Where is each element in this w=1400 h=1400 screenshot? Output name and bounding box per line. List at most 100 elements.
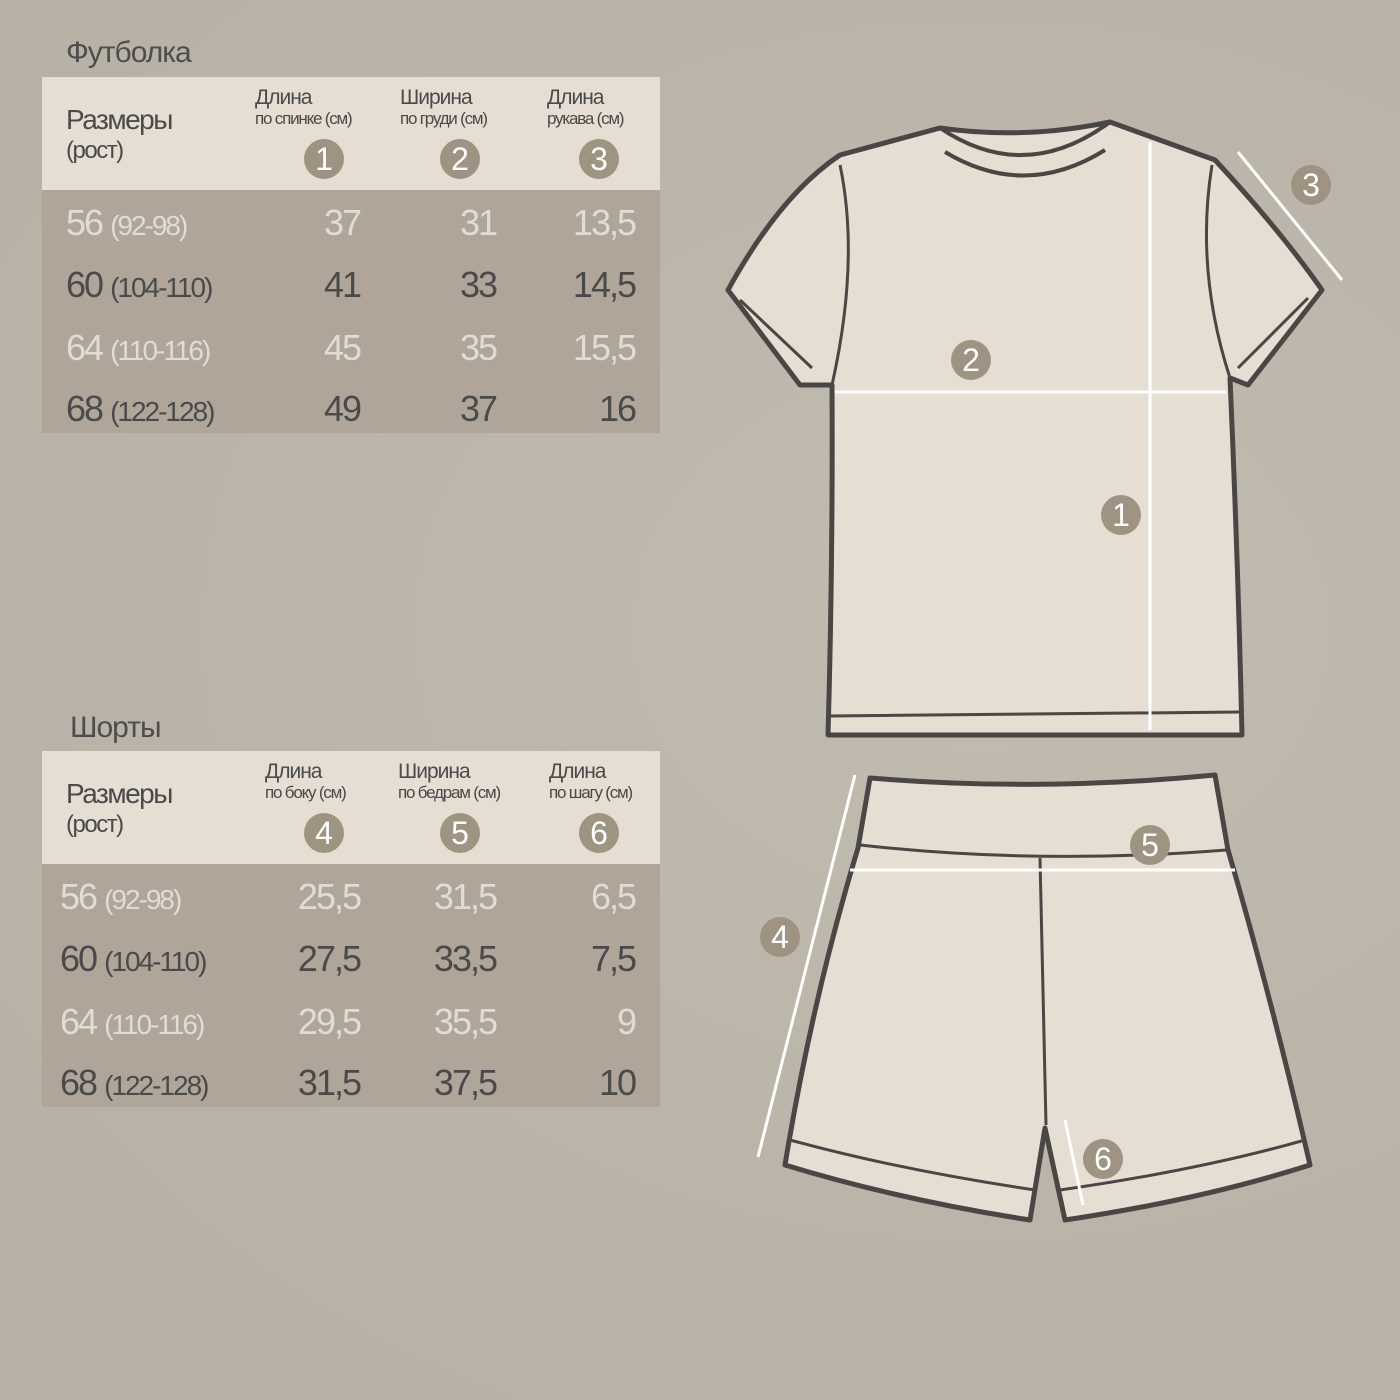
- height-range: (122-128): [104, 1070, 209, 1101]
- tshirt-drawing: [725, 119, 1325, 738]
- measure-cell: 45: [323, 327, 362, 368]
- table-row: 56 (92-98) 25,5 31,5 6,5: [42, 868, 660, 928]
- measure-cell: 41: [323, 264, 362, 305]
- sizes-label: Размеры: [66, 778, 173, 809]
- measure-cell: 35: [459, 327, 498, 368]
- size-value: 68: [60, 1062, 98, 1103]
- column-subtitle: рукава (см): [547, 109, 625, 128]
- measure-cell: 49: [323, 388, 362, 429]
- diagram-marker-6: 6: [1083, 1139, 1123, 1179]
- diagram-marker-2: 2: [951, 340, 991, 380]
- measure-cell: 29,5: [297, 1001, 362, 1042]
- size-cell: 64 (110-116): [60, 1001, 205, 1043]
- column-header: Ширина по груди (см): [400, 86, 488, 129]
- column-header: Длина рукава (см): [547, 86, 625, 129]
- height-range: (104-110): [104, 946, 207, 977]
- column-marker: 3: [579, 139, 619, 179]
- column-subtitle: по бедрам (см): [398, 783, 501, 802]
- measure-cell: 37: [323, 202, 362, 243]
- size-value: 56: [66, 202, 104, 243]
- shorts-drawing: [782, 772, 1313, 1223]
- tshirt-outline: [725, 119, 1325, 738]
- measure-cell: 10: [598, 1062, 637, 1103]
- column-title: Длина: [265, 760, 322, 783]
- height-range: (92-98): [104, 884, 182, 915]
- size-value: 60: [60, 938, 98, 979]
- measure-cell: 37: [459, 388, 498, 429]
- size-cell: 56 (92-98): [66, 202, 188, 244]
- size-cell: 56 (92-98): [60, 876, 182, 918]
- height-range: (92-98): [110, 210, 188, 241]
- table-row: 60 (104-110) 27,5 33,5 7,5: [42, 930, 660, 990]
- height-range: (110-116): [104, 1009, 205, 1040]
- measure-cell: 37,5: [433, 1062, 498, 1103]
- diagram-marker-5: 5: [1130, 825, 1170, 865]
- measure-cell: 15,5: [572, 327, 637, 368]
- measure-cell: 35,5: [433, 1001, 498, 1042]
- height-label: (рост): [66, 137, 124, 164]
- size-value: 64: [60, 1001, 98, 1042]
- table-body: 56 (92-98) 25,5 31,5 6,5 60 (104-110) 27,5 33…: [42, 864, 660, 1107]
- column-title: Длина: [549, 760, 606, 783]
- table-row: 68 (122-128) 31,5 37,5 10: [42, 1054, 660, 1114]
- table-row: 64 (110-116) 29,5 35,5 9: [42, 993, 660, 1053]
- measure-cell: 6,5: [590, 876, 637, 917]
- diagram-marker-1: 1: [1101, 495, 1141, 535]
- size-cell: 68 (122-128): [60, 1062, 209, 1104]
- column-header: Длина по спинке (см): [255, 86, 353, 129]
- measure-cell: 9: [616, 1001, 637, 1042]
- size-cell: 60 (104-110): [60, 938, 207, 980]
- height-range: (104-110): [110, 272, 213, 303]
- column-title: Ширина: [398, 760, 471, 783]
- measure-cell: 27,5: [297, 938, 362, 979]
- size-cell: 64 (110-116): [66, 327, 211, 369]
- column-header: Длина по шагу (см): [549, 760, 633, 803]
- measure-cell: 31,5: [297, 1062, 362, 1103]
- column-header: Ширина по бедрам (см): [398, 760, 501, 803]
- column-title: Длина: [547, 86, 604, 109]
- size-value: 60: [66, 264, 104, 305]
- size-cell: 60 (104-110): [66, 264, 213, 306]
- column-marker: 6: [579, 813, 619, 853]
- table-header: Размеры (рост) Длина по спинке (см) 1 Ши…: [42, 77, 660, 190]
- measure-cell: 33: [459, 264, 498, 305]
- shorts-measure-lines: [756, 774, 1235, 1206]
- column-marker: 2: [440, 139, 480, 179]
- measure-cell: 13,5: [572, 202, 637, 243]
- table-row: 68 (122-128) 49 37 16: [42, 380, 660, 440]
- size-cell: 68 (122-128): [66, 388, 215, 430]
- shorts-size-table: Размеры (рост) Длина по боку (см) 4 Шири…: [42, 751, 660, 1107]
- measure-cell: 31: [459, 202, 498, 243]
- column-marker: 5: [440, 813, 480, 853]
- shorts-section-title: Шорты: [70, 711, 162, 744]
- measure-cell: 31,5: [433, 876, 498, 917]
- column-title: Ширина: [400, 86, 473, 109]
- size-value: 68: [66, 388, 104, 429]
- tshirt-measure-lines: [835, 142, 1344, 730]
- measure-cell: 16: [598, 388, 637, 429]
- measure-cell: 7,5: [590, 938, 637, 979]
- measure-cell: 14,5: [572, 264, 637, 305]
- column-subtitle: по шагу (см): [549, 783, 633, 802]
- table-header: Размеры (рост) Длина по боку (см) 4 Шири…: [42, 751, 660, 864]
- column-subtitle: по спинке (см): [255, 109, 353, 128]
- diagram-marker-4: 4: [760, 917, 800, 957]
- tshirt-seams: [738, 164, 1310, 718]
- column-marker: 4: [304, 813, 344, 853]
- table-row: 64 (110-116) 45 35 15,5: [42, 319, 660, 379]
- measure-cell: 25,5: [297, 876, 362, 917]
- shorts-seams: [789, 843, 1306, 1192]
- measure-cell: 33,5: [433, 938, 498, 979]
- size-value: 64: [66, 327, 104, 368]
- tshirt-size-table: Размеры (рост) Длина по спинке (см) 1 Ши…: [42, 77, 660, 433]
- tshirt-collar: [938, 120, 1112, 178]
- height-range: (110-116): [110, 335, 211, 366]
- size-value: 56: [60, 876, 98, 917]
- column-title: Длина: [255, 86, 312, 109]
- height-range: (122-128): [110, 396, 215, 427]
- table-body: 56 (92-98) 37 31 13,5 60 (104-110) 41 33 14,5 …: [42, 190, 660, 433]
- tshirt-section-title: Футболка: [66, 36, 192, 69]
- column-header: Длина по боку (см): [265, 760, 347, 803]
- height-label: (рост): [66, 811, 124, 838]
